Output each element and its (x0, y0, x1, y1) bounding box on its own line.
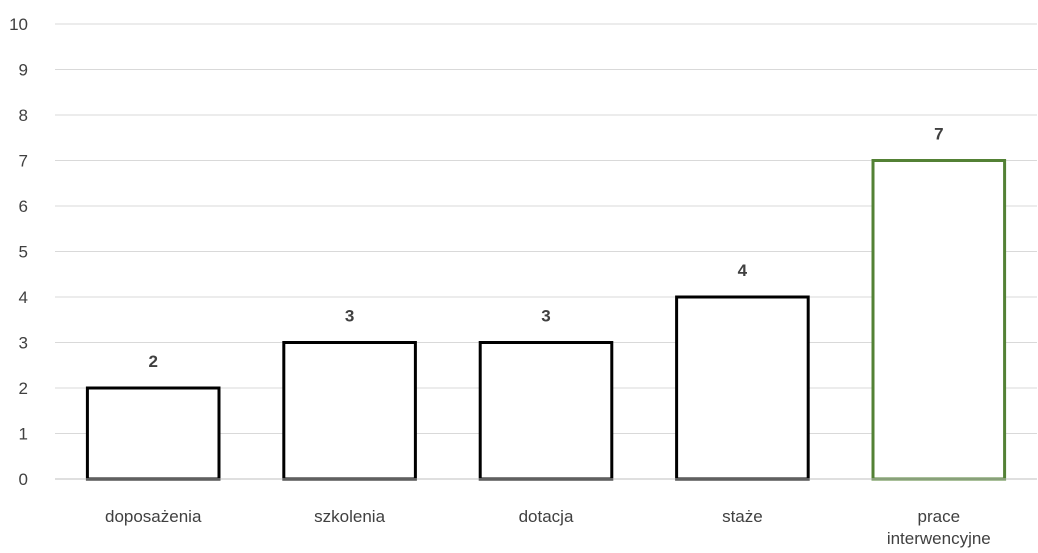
y-tick-label: 2 (19, 379, 28, 398)
y-tick-label: 10 (9, 15, 28, 34)
category-label: interwencyjne (887, 529, 991, 548)
y-tick-label: 1 (19, 425, 28, 444)
y-tick-label: 4 (19, 288, 28, 307)
data-label: 2 (148, 352, 157, 371)
data-labels: 2 3 3 4 7 (148, 125, 943, 372)
category-label: szkolenia (314, 507, 385, 526)
bar (85, 386, 221, 481)
category-labels: doposażenia szkolenia dotacja staże prace int… (105, 507, 991, 548)
category-label: staże (722, 507, 763, 526)
y-tick-label: 9 (19, 61, 28, 80)
bar (282, 341, 417, 481)
data-label: 4 (738, 261, 748, 280)
bar (871, 159, 1007, 481)
y-tick-label: 0 (19, 470, 28, 489)
y-tick-label: 6 (19, 197, 28, 216)
bar (675, 295, 810, 481)
y-tick-label: 8 (19, 106, 28, 125)
y-axis-ticks: 0 1 2 3 4 5 6 7 8 9 10 (9, 15, 28, 489)
y-tick-label: 7 (19, 152, 28, 171)
category-label: prace (918, 507, 961, 526)
category-label: doposażenia (105, 507, 202, 526)
category-label: dotacja (519, 507, 574, 526)
y-tick-label: 3 (19, 334, 28, 353)
data-label: 7 (934, 125, 943, 144)
data-label: 3 (345, 307, 354, 326)
y-tick-label: 5 (19, 243, 28, 262)
bar (478, 341, 614, 481)
data-label: 3 (541, 307, 550, 326)
